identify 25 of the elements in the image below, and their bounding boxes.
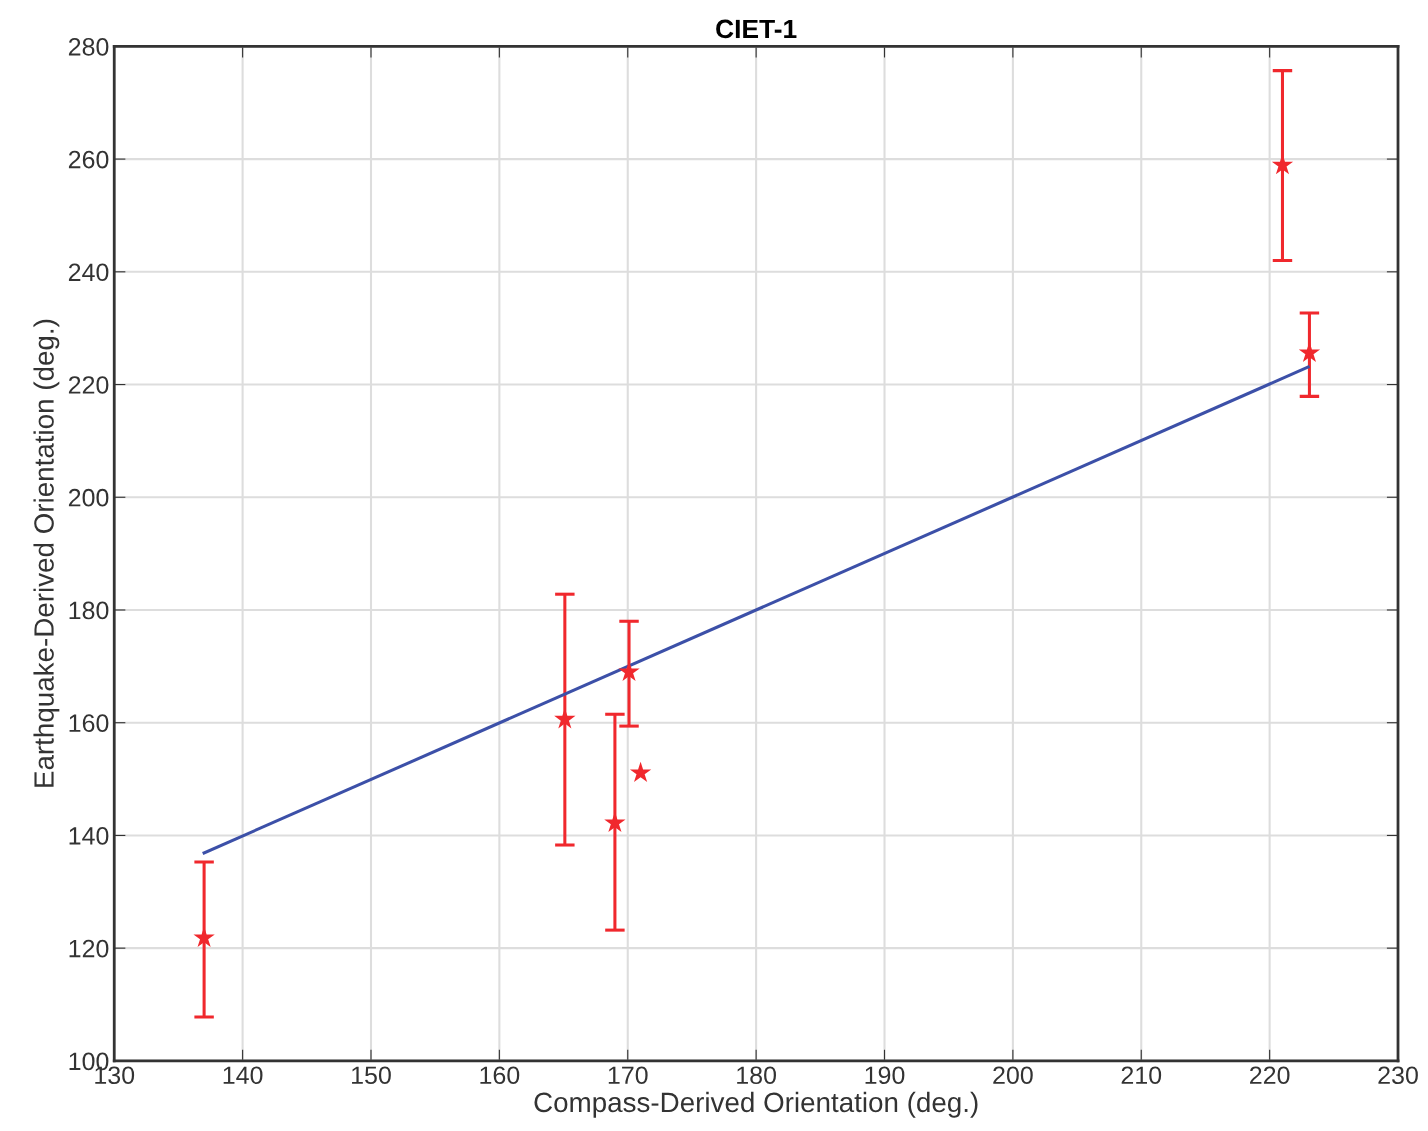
x-axis-title: Compass-Derived Orientation (deg.) (534, 1091, 978, 1118)
point (554, 708, 576, 729)
y-tick-label: 120 (69, 939, 109, 958)
y-tick-label: 260 (68, 150, 109, 169)
y-tick-label: 180 (69, 601, 109, 620)
y-tick-label: 220 (68, 376, 109, 394)
y-tick-label: 140 (69, 827, 109, 845)
x-tick-label: 180 (737, 1066, 777, 1085)
x-tick-label: 160 (480, 1066, 520, 1085)
x-tick-label: 150 (352, 1066, 391, 1085)
point (629, 761, 652, 782)
chart-title: CIET-1 (716, 19, 797, 39)
point (618, 660, 640, 682)
y-axis-title: Earthquake-Derived Orientation (deg.) (33, 319, 60, 787)
x-tick-label: 210 (1121, 1066, 1162, 1085)
x-tick-label: 170 (608, 1066, 648, 1085)
y-tick-label: 200 (68, 488, 109, 507)
y-tick-label: 160 (69, 714, 109, 733)
x-tick-label: 230 (1378, 1066, 1418, 1085)
x-tick-label: 200 (993, 1066, 1033, 1085)
x-tick-label: 190 (865, 1066, 905, 1085)
x-tick-label: 140 (223, 1066, 263, 1085)
y-tick-label: 280 (68, 37, 109, 56)
y-tick-label: 240 (68, 263, 109, 282)
x-tick-label: 220 (1250, 1066, 1290, 1085)
